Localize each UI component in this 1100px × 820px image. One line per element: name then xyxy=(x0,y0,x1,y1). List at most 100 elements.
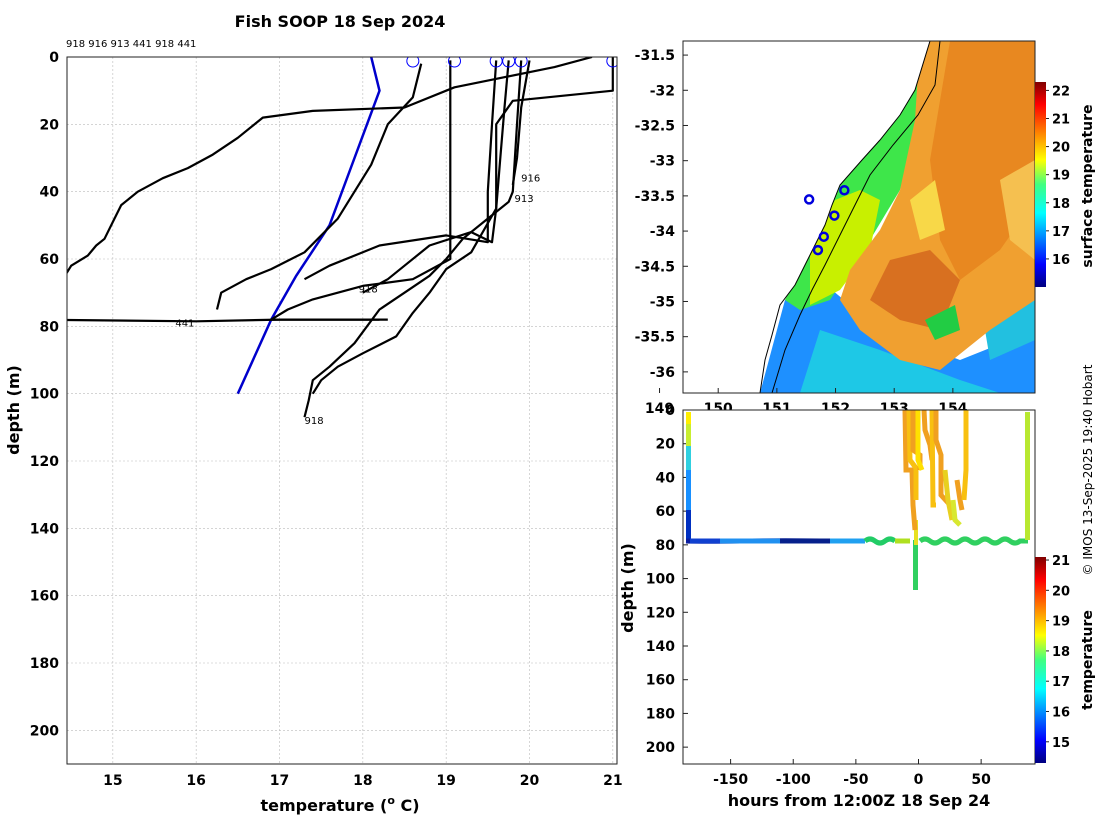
x-tick-label: 19 xyxy=(436,773,455,789)
colorbar-tick-label: 22 xyxy=(1052,84,1070,99)
y-tick-label: 100 xyxy=(30,387,59,403)
profile-line-918 xyxy=(311,57,614,395)
y-tick-label: 80 xyxy=(40,319,60,335)
map-y-tick-label: -34.5 xyxy=(635,259,675,275)
map-y-tick-label: -34 xyxy=(650,224,676,240)
profile-id-label: 441 xyxy=(175,318,194,329)
surface-marker xyxy=(514,57,528,68)
time-x-tick-label: -150 xyxy=(713,772,748,788)
profile-line-441 xyxy=(67,57,593,323)
colorbar-tick-label: 17 xyxy=(1052,675,1070,690)
y-axis-label: depth (m) xyxy=(4,365,23,455)
profile-ticks: 15 16 17 18 19 20 21 0 20 40 60 80 100 120 140 160 180 20… xyxy=(30,50,623,789)
map-y-tick-label: -33 xyxy=(650,154,675,170)
map-y-tick-label: -32 xyxy=(650,83,675,99)
profile-labels: 916 913 918 441 918 xyxy=(175,174,540,427)
map-x-tick-label: 149 xyxy=(645,401,674,417)
time-y-tick-label: 40 xyxy=(656,470,676,486)
y-tick-label: 140 xyxy=(30,521,59,537)
colorbar-tick-label: 16 xyxy=(1052,706,1070,721)
profile-line-916 xyxy=(270,60,452,321)
station-marker xyxy=(812,244,824,256)
climatology-line xyxy=(236,57,381,395)
profile-id-label: 913 xyxy=(515,194,534,205)
colorbar-tick-label: 20 xyxy=(1052,141,1070,156)
time-y-tick-label: 0 xyxy=(665,403,675,419)
profile-panel: Fish SOOP 18 Sep 2024 918 916 913 441 91… xyxy=(4,12,623,815)
y-tick-label: 160 xyxy=(30,589,59,605)
colorbar-tick-label: 19 xyxy=(1052,169,1070,184)
y-tick-label: 60 xyxy=(40,252,60,268)
colorbar-tick-label: 21 xyxy=(1052,554,1070,569)
time-y-tick-label: 160 xyxy=(646,673,675,689)
x-tick-label: 20 xyxy=(520,773,540,789)
map-y-tick-label: -31.5 xyxy=(635,48,675,64)
time-x-axis-label: hours from 12:00Z 18 Sep 24 xyxy=(728,791,990,810)
profile-line-913 xyxy=(303,60,498,281)
colorbar-tick-label: 17 xyxy=(1052,225,1070,240)
colorbar-tick-label: 18 xyxy=(1052,197,1070,212)
x-tick-label: 15 xyxy=(103,773,122,789)
map-y-tick-label: -33.5 xyxy=(635,189,675,205)
profile-id-label: 918 xyxy=(305,416,324,427)
time-colorbar-label: temperature xyxy=(1080,610,1096,710)
colorbar-tick-label: 15 xyxy=(1052,736,1070,751)
x-tick-label: 16 xyxy=(186,773,205,789)
station-marker xyxy=(839,184,850,196)
profile-line-918 xyxy=(362,60,510,294)
map-field xyxy=(683,41,1035,393)
surface-marker xyxy=(406,57,420,68)
y-tick-label: 20 xyxy=(40,117,60,133)
y-tick-label: 40 xyxy=(40,185,60,201)
time-y-tick-label: 180 xyxy=(646,706,675,722)
x-tick-label: 21 xyxy=(603,773,622,789)
side-credit: © IMOS 13-Sep-2025 19:40 Hobart xyxy=(1081,364,1095,575)
time-y-tick-label: 60 xyxy=(656,504,676,520)
time-y-tick-label: 20 xyxy=(656,437,676,453)
station-marker xyxy=(829,210,840,221)
time-x-tick-label: 50 xyxy=(971,772,991,788)
y-tick-label: 180 xyxy=(30,656,59,672)
station-marker xyxy=(818,231,830,242)
profile-line-916 xyxy=(511,60,531,186)
station-marker xyxy=(803,194,815,205)
time-y-tick-label: 140 xyxy=(646,639,675,655)
profile-id-label: 918 xyxy=(359,285,378,296)
time-colorbar xyxy=(1035,557,1046,763)
profile-lines xyxy=(67,57,617,418)
x-tick-label: 18 xyxy=(353,773,372,789)
time-y-tick-label: 120 xyxy=(646,605,675,621)
profile-id-label: 916 xyxy=(521,174,540,185)
time-x-tick-label: 0 xyxy=(914,772,924,788)
x-tick-label: 17 xyxy=(270,773,289,789)
profile-line-441 xyxy=(303,60,523,418)
map-y-tick-label: -32.5 xyxy=(635,118,675,134)
chart-title: Fish SOOP 18 Sep 2024 xyxy=(235,12,446,31)
surface-marker xyxy=(448,57,461,68)
time-x-tick-label: -100 xyxy=(776,772,811,788)
profile-line-918 xyxy=(215,63,423,310)
header-ids: 918 916 913 441 918 441 xyxy=(66,39,196,50)
map-y-tick-label: -35 xyxy=(650,294,675,310)
time-y-axis-label: depth (m) xyxy=(618,543,637,633)
profile-grid xyxy=(67,56,617,764)
map-panel: -31.5 -32 -32.5 -33 -33.5 -34 -34.5 -35 -35.5 -36… xyxy=(635,40,1096,417)
map-stations xyxy=(803,184,850,256)
x-axis-label: temperature (o C) xyxy=(260,794,419,815)
time-ticks: -150 -100 -50 0 50 0 20 40 60 80 100 120 140 160 180 20… xyxy=(646,403,991,788)
time-y-tick-label: 200 xyxy=(646,740,675,756)
map-colorbar-label: surface temperature xyxy=(1080,104,1096,267)
map-y-tick-label: -36 xyxy=(650,365,675,381)
surface-marker xyxy=(606,57,617,68)
map-colorbar-ticks: 16 17 18 19 20 21 22 xyxy=(1046,84,1070,268)
colorbar-tick-label: 16 xyxy=(1052,253,1070,268)
map-colorbar xyxy=(1035,82,1046,287)
y-tick-label: 200 xyxy=(30,723,59,739)
time-series xyxy=(685,410,1030,590)
time-y-tick-label: 80 xyxy=(656,538,676,554)
colorbar-tick-label: 19 xyxy=(1052,615,1070,630)
profile-axes-box xyxy=(66,56,618,765)
colorbar-tick-label: 21 xyxy=(1052,113,1070,128)
map-y-tick-label: -35.5 xyxy=(635,330,675,346)
